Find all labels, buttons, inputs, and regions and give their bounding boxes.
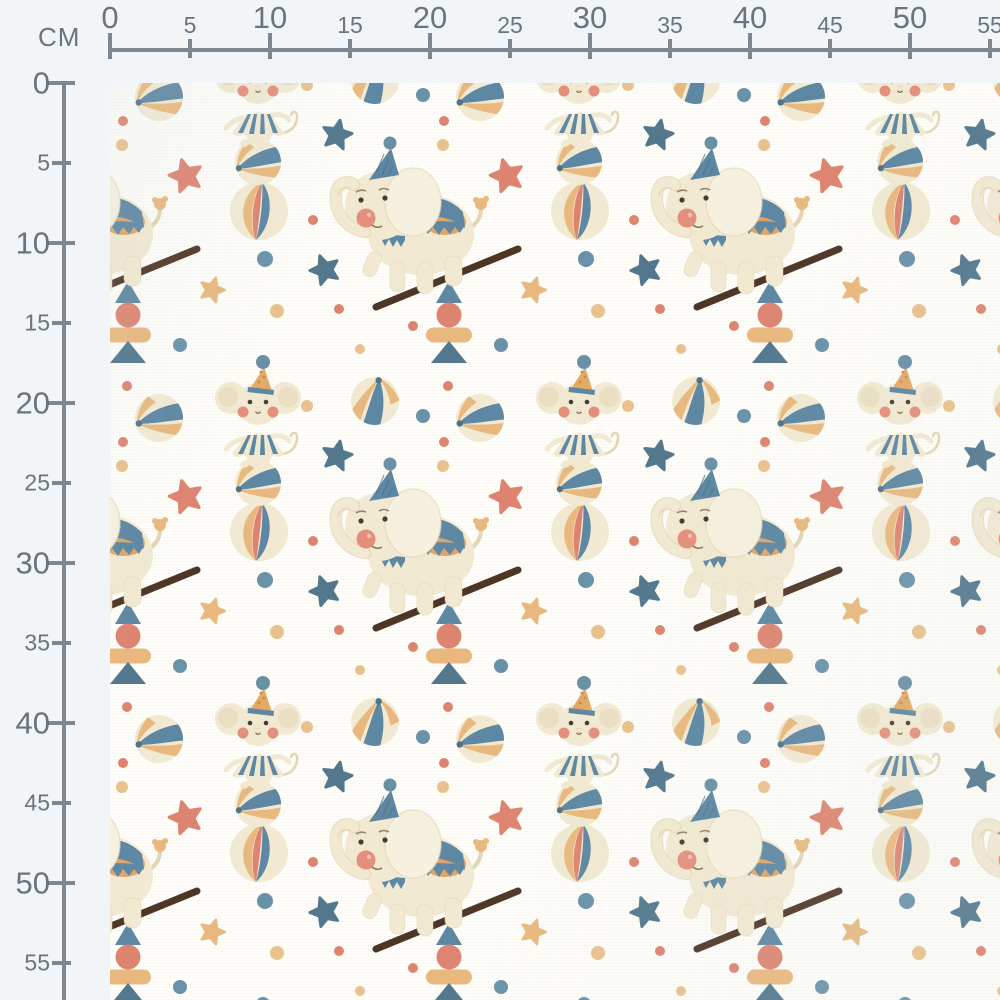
unit-label: CM (38, 22, 81, 52)
ruler-tick-v-10 (47, 241, 75, 245)
ruler-label-v-20: 20 (15, 385, 50, 421)
ruler-tick-h-40 (748, 33, 752, 59)
ruler-label-h-40: 40 (732, 0, 768, 35)
pattern-tile (437, 676, 839, 1000)
ruler-tick-h-15 (348, 39, 352, 58)
ruler-label-h-55: 55 (977, 12, 1000, 38)
ruler-tick-v-15 (52, 321, 71, 325)
ruler-tick-v-20 (47, 401, 75, 405)
fabric-pattern-svg-host (110, 83, 1000, 1000)
ruler-label-v-30: 30 (15, 545, 50, 581)
ruler-label-v-25: 25 (24, 469, 50, 496)
ruler-label-h-0: 0 (101, 0, 119, 35)
ruler-label-h-5: 5 (183, 12, 197, 38)
ruler-tick-h-0 (108, 33, 112, 59)
ruler-tick-v-50 (47, 881, 75, 885)
ruler-tick-h-5 (188, 39, 192, 58)
ruler-tick-v-40 (47, 721, 75, 725)
fabric-pattern-svg (110, 83, 1000, 1000)
ruler-tick-h-55 (988, 39, 992, 58)
ruler-tick-v-45 (52, 801, 71, 805)
ruler-tick-v-55 (52, 961, 71, 965)
ruler-label-h-45: 45 (817, 12, 843, 38)
ruler-label-v-0: 0 (32, 65, 50, 101)
pattern-tile (758, 83, 1000, 430)
ruler-tick-v-0 (47, 81, 75, 85)
ruler-label-v-5: 5 (37, 149, 50, 176)
ruler-tick-h-20 (428, 33, 432, 59)
vertical-ruler-line (62, 83, 66, 1000)
pattern-tile (758, 676, 1000, 1000)
ruler-label-v-55: 55 (24, 949, 50, 976)
ruler-tick-h-50 (908, 33, 912, 59)
ruler-label-h-25: 25 (497, 12, 523, 38)
pattern-tile (116, 676, 518, 1000)
ruler-tick-v-5 (52, 161, 71, 165)
ruler-tick-v-30 (47, 561, 75, 565)
ruler-label-v-50: 50 (15, 865, 50, 901)
ruler-label-h-20: 20 (412, 0, 448, 35)
ruler-label-h-10: 10 (252, 0, 288, 35)
horizontal-ruler-line (110, 48, 1000, 52)
ruler-label-v-10: 10 (15, 225, 50, 261)
ruler-tick-v-25 (52, 481, 71, 485)
ruler-label-h-30: 30 (572, 0, 608, 35)
ruler-label-h-35: 35 (657, 12, 683, 38)
ruler-tick-h-30 (588, 33, 592, 59)
ruler-label-h-50: 50 (892, 0, 928, 35)
ruler-tick-v-35 (52, 641, 71, 645)
ruler-label-v-40: 40 (15, 705, 50, 741)
ruler-tick-h-10 (268, 33, 272, 59)
fabric-pattern-area (110, 83, 1000, 1000)
ruler-label-v-15: 15 (24, 309, 50, 336)
ruler-tick-h-25 (508, 39, 512, 58)
ruler-label-v-45: 45 (24, 789, 50, 816)
pattern-tile (110, 83, 197, 430)
ruler-label-v-35: 35 (24, 629, 50, 656)
ruler-tick-h-35 (668, 39, 672, 58)
ruler-tick-h-45 (828, 39, 832, 58)
ruler-label-h-15: 15 (337, 12, 363, 38)
